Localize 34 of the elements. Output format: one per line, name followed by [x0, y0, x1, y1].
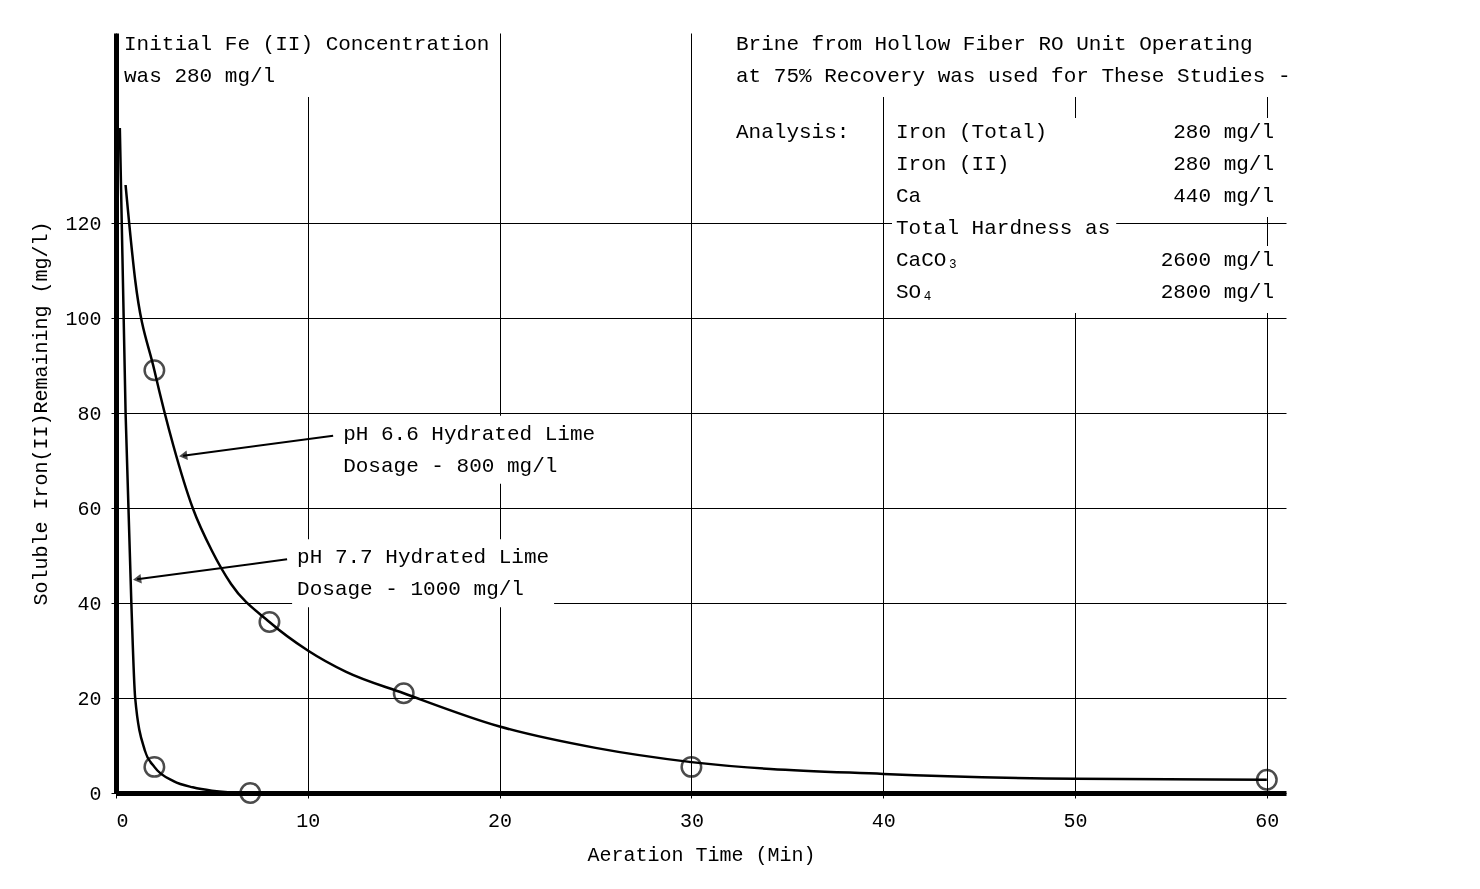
annotation: Ca 440 mg/l: [896, 185, 1275, 208]
y-tick-label: 20: [77, 687, 102, 711]
point: [680, 755, 703, 778]
y-tick-label: 120: [65, 212, 102, 236]
point: [143, 755, 166, 778]
point: [143, 359, 166, 382]
x-tick-label: 50: [1063, 809, 1088, 833]
annotation: CaCO₃ 2600 mg/l: [896, 249, 1275, 272]
x-tick-label: 30: [679, 809, 704, 833]
y-axis-title: Soluble Iron(II)Remaining (mg/l): [30, 221, 54, 606]
x-tick-label: 20: [488, 809, 513, 833]
x-tick-label: 40: [871, 809, 896, 833]
annotation: pH 7.7 Hydrated Lime Dosage - 1000 mg/l: [297, 546, 550, 602]
y-tick-label: 80: [77, 402, 102, 426]
point: [239, 782, 262, 804]
annotation: Analysis:: [736, 121, 850, 144]
annotation: Initial Fe (II) Concentration was 280 mg/l: [124, 33, 490, 88]
point: [1255, 768, 1278, 791]
y-tick-label: 40: [77, 592, 102, 616]
x-tick-label: 10: [296, 809, 321, 833]
y-tick-label: 60: [77, 497, 102, 521]
point: [258, 611, 281, 633]
x-tick-label: 60: [1255, 809, 1280, 833]
annotation: SO₄ 2800 mg/l: [896, 281, 1275, 304]
annotation: Brine from Hollow Fiber RO Unit Operating at 75% Recovery was used for These Studies -: [736, 33, 1291, 88]
annotation: Iron (II) 280 mg/l: [896, 153, 1275, 176]
annotation: pH 6.6 Hydrated Lime Dosage - 800 mg/l: [343, 422, 596, 478]
annotation: Iron (Total) 280 mg/l: [896, 121, 1275, 144]
x-axis-title: Aeration Time (Min): [587, 843, 816, 867]
y-tick-label: 100: [65, 307, 102, 331]
x-tick-label: 0: [116, 809, 129, 833]
point: [392, 682, 415, 705]
annotation: Total Hardness as: [896, 217, 1111, 240]
y-tick-label: 0: [89, 782, 102, 806]
